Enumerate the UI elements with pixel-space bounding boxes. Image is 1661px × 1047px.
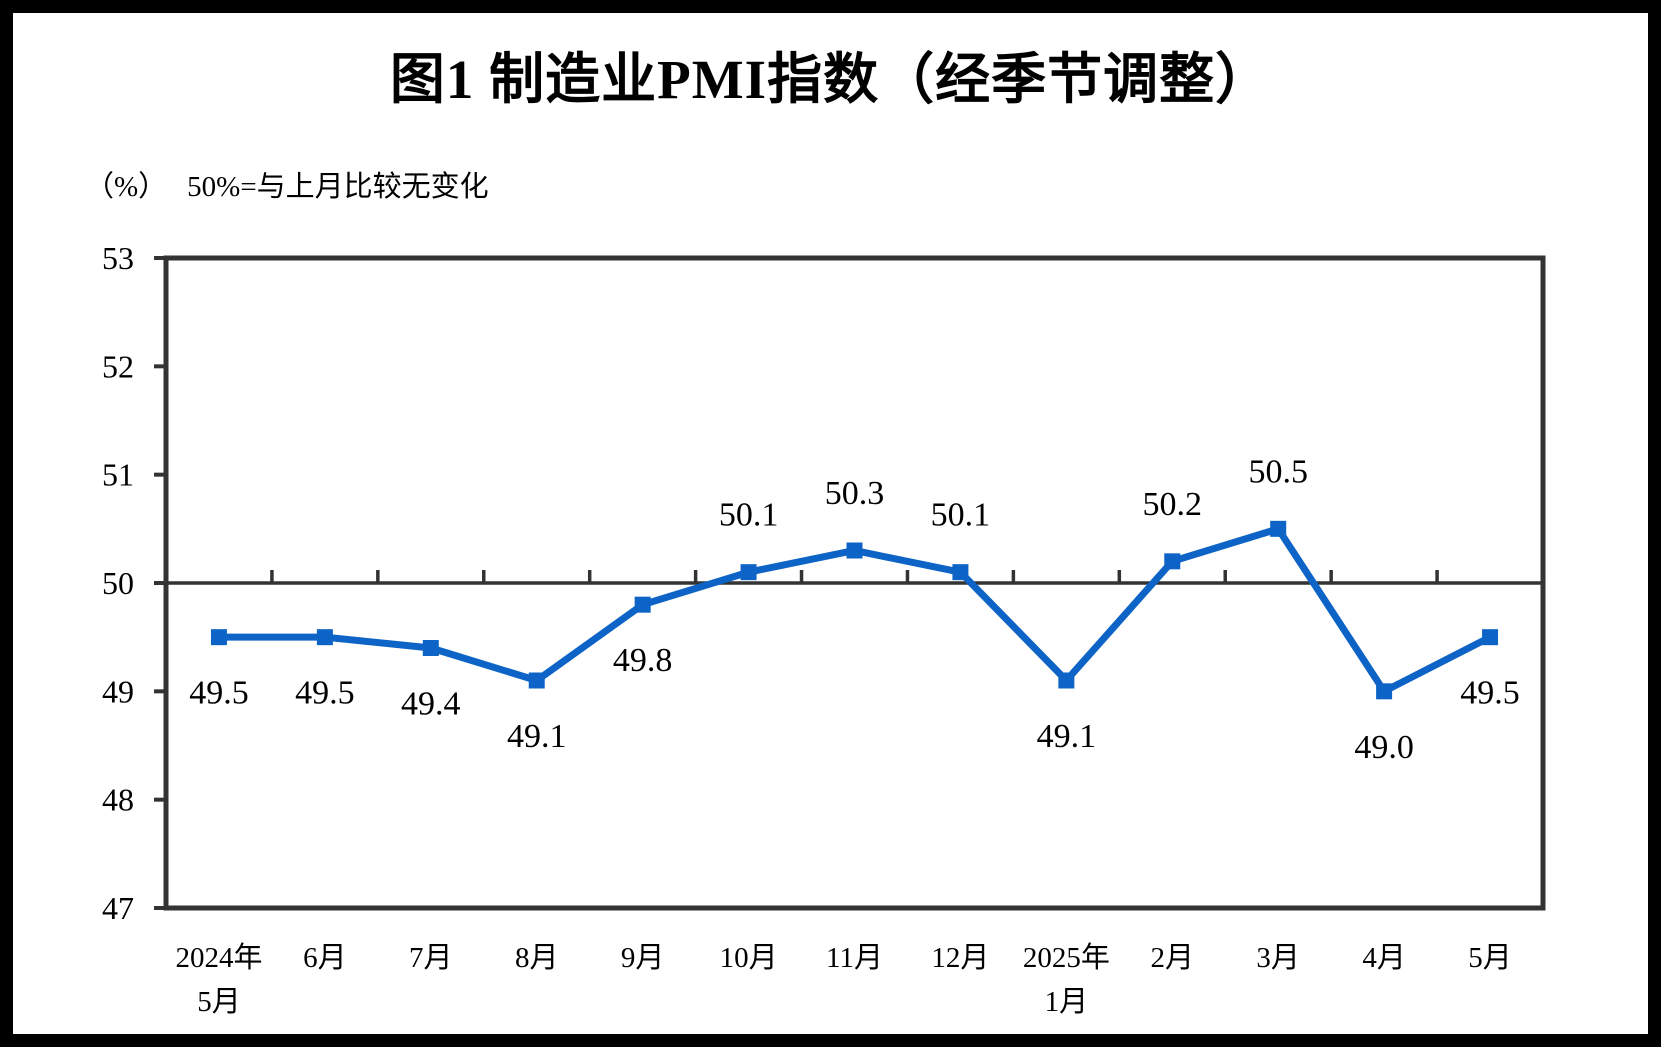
x-axis-label: 5月 (197, 986, 241, 1018)
data-label: 49.1 (507, 718, 567, 755)
x-axis-label: 2月 (1151, 942, 1195, 974)
x-axis-label: 8月 (515, 942, 559, 974)
y-axis-label: 50 (102, 565, 134, 601)
y-axis-label: 51 (102, 457, 134, 493)
y-axis-label: 52 (102, 348, 134, 384)
x-axis-label: 10月 (720, 942, 778, 974)
x-axis-label: 2025年 (1023, 941, 1110, 974)
x-axis-label: 9月 (621, 942, 665, 974)
y-axis-label: 48 (102, 782, 134, 818)
data-point-marker (422, 640, 439, 656)
y-axis-label: 53 (102, 240, 134, 276)
data-point-marker (1164, 553, 1181, 570)
data-label: 50.2 (1143, 486, 1203, 523)
x-axis-label: 7月 (409, 942, 453, 974)
data-point-marker (1376, 683, 1393, 700)
reference-note: 50%=与上月比较无变化 (187, 171, 489, 203)
x-axis-label: 12月 (931, 942, 989, 974)
data-label: 49.0 (1354, 729, 1414, 766)
data-point-marker (528, 672, 545, 689)
x-axis-label: 4月 (1362, 942, 1406, 974)
unit-label: （%） (85, 171, 168, 203)
data-label: 49.8 (613, 642, 673, 679)
x-axis-label: 1月 (1045, 986, 1089, 1018)
x-axis-label: 11月 (826, 942, 883, 974)
data-point-marker (740, 564, 757, 581)
data-label: 50.5 (1248, 453, 1308, 490)
data-point-marker (1482, 629, 1499, 646)
data-label: 49.5 (189, 675, 249, 712)
data-label: 50.1 (719, 497, 779, 534)
y-axis-label: 49 (102, 673, 134, 709)
chart-subtitle: （%） 50%=与上月比较无变化 (85, 171, 489, 204)
data-point-marker (316, 629, 333, 646)
chart-title: 图1 制造业PMI指数（经季节调整） (389, 49, 1272, 110)
data-label: 50.3 (825, 475, 885, 512)
data-label: 49.4 (401, 686, 461, 723)
data-point-marker (1058, 672, 1075, 689)
data-point-marker (210, 629, 227, 646)
x-axis-label: 5月 (1468, 942, 1512, 974)
data-label: 49.5 (1460, 675, 1520, 712)
data-label: 49.5 (295, 675, 355, 712)
x-axis-label: 6月 (303, 942, 347, 974)
data-point-marker (634, 596, 651, 613)
y-axis-label: 47 (102, 890, 134, 926)
data-point-marker (1270, 520, 1287, 537)
x-axis-label: 2024年 (175, 941, 262, 974)
x-axis-label: 3月 (1256, 942, 1300, 974)
data-point-marker (952, 564, 969, 581)
data-point-marker (846, 542, 863, 559)
data-label: 50.1 (931, 497, 991, 534)
data-label: 49.1 (1037, 718, 1097, 755)
